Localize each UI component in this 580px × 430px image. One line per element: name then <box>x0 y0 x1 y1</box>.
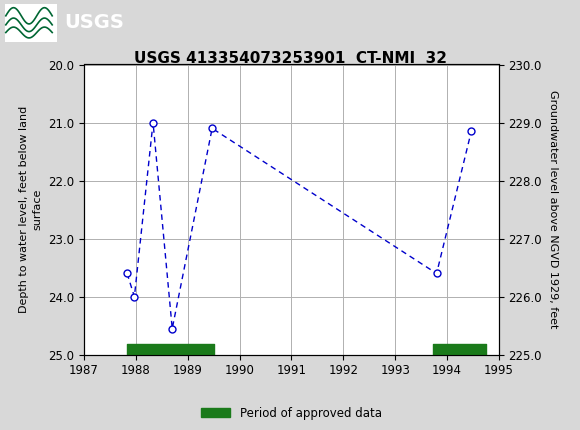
Text: USGS: USGS <box>64 13 124 32</box>
Legend: Period of approved data: Period of approved data <box>196 402 387 424</box>
Y-axis label: Depth to water level, feet below land
surface: Depth to water level, feet below land su… <box>20 106 43 313</box>
Bar <box>5 3 57 42</box>
Y-axis label: Groundwater level above NGVD 1929, feet: Groundwater level above NGVD 1929, feet <box>548 90 558 329</box>
Text: USGS 413354073253901  CT-NMI  32: USGS 413354073253901 CT-NMI 32 <box>133 51 447 65</box>
